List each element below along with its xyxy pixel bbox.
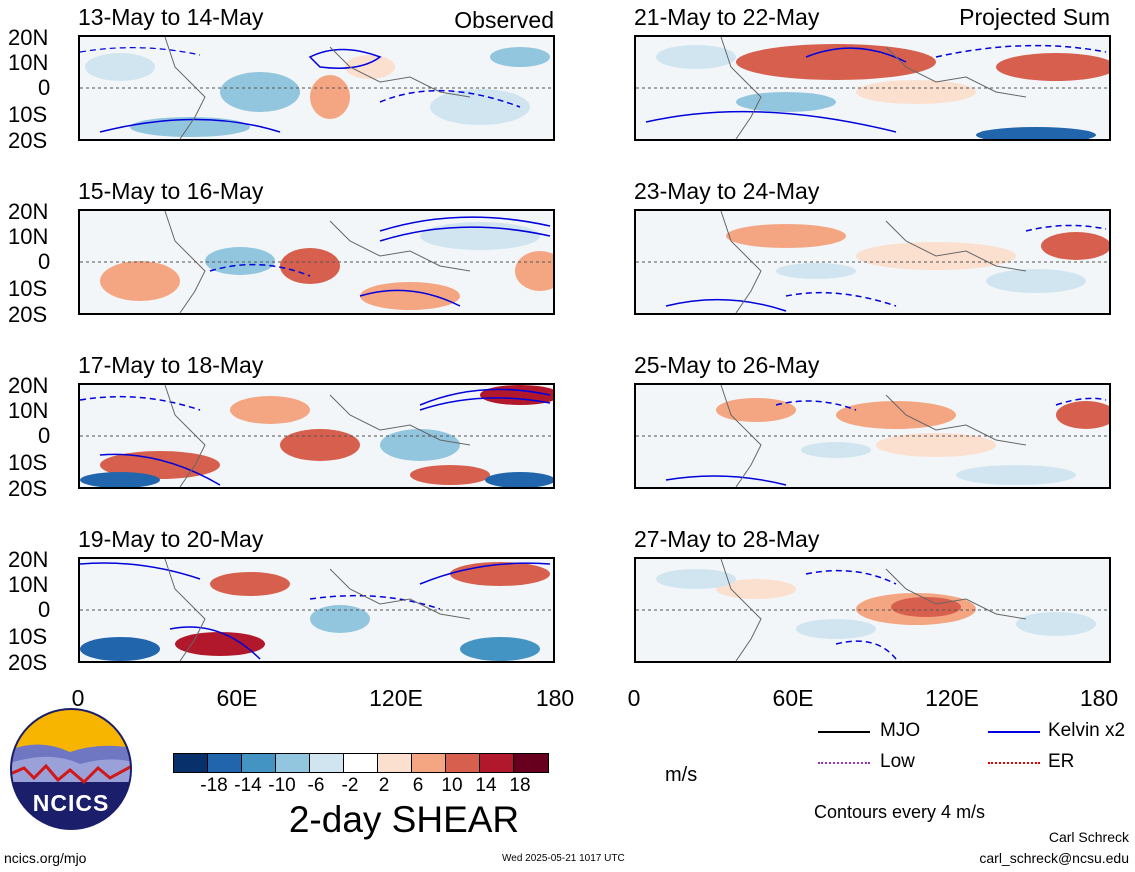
panel-title-right-2: 23-May to 24-May xyxy=(634,178,820,204)
lat-label: 10N xyxy=(8,50,49,75)
lat-label: 10N xyxy=(8,398,49,423)
lat-label: 20S xyxy=(8,128,48,153)
colorbar-swatch xyxy=(174,754,208,772)
legend-label-kelvin: Kelvin x2 xyxy=(1048,720,1126,741)
shear-field-right-2 xyxy=(636,211,1109,313)
map-panel-right-4 xyxy=(634,557,1111,663)
colorbar-swatch xyxy=(480,754,514,772)
footer-timestamp: Wed 2025-05-21 1017 UTC xyxy=(502,853,625,864)
panel-title-right-3: 25-May to 26-May xyxy=(634,352,820,378)
legend-label-er: ER xyxy=(1048,751,1075,772)
legend-swatch-mjo xyxy=(818,731,870,733)
lat-label: 10S xyxy=(8,624,48,649)
lat-label: 0 xyxy=(38,249,51,274)
panel-tag-observed: Observed xyxy=(454,7,554,33)
colorbar-tick: 14 xyxy=(475,775,497,796)
lon-label: 0 xyxy=(627,685,641,711)
legend-swatch-low xyxy=(818,762,870,764)
lat-label: 20N xyxy=(8,547,49,572)
shear-field-left-4 xyxy=(80,559,553,661)
lon-label: 180 xyxy=(1079,685,1119,711)
colorbar-tick: -18 xyxy=(200,775,228,796)
lon-label: 60E xyxy=(216,685,258,711)
ncics-logo: NCICS xyxy=(10,708,132,830)
colorbar-tick: -2 xyxy=(341,775,359,796)
map-panel-right-2 xyxy=(634,209,1111,315)
panel-title-right-1: 21-May to 22-May xyxy=(634,4,820,30)
map-panel-left-4 xyxy=(78,557,555,663)
map-panel-right-1 xyxy=(634,35,1111,141)
lon-label: 0 xyxy=(71,685,85,711)
lon-label: 60E xyxy=(772,685,814,711)
contour-note: Contours every 4 m/s xyxy=(814,802,986,822)
shear-field-left-2 xyxy=(80,211,553,313)
legend-label-mjo: MJO xyxy=(880,720,921,741)
lat-label: 0 xyxy=(38,597,51,622)
shear-field-right-3 xyxy=(636,385,1109,487)
colorbar-units: m/s xyxy=(665,764,698,786)
lat-label: 20N xyxy=(8,373,49,398)
colorbar-swatch xyxy=(276,754,310,772)
lat-label: 20S xyxy=(8,650,48,675)
colorbar-tick: 2 xyxy=(378,775,390,796)
shear-field-right-4 xyxy=(636,559,1109,661)
ncics-logo-graphic xyxy=(10,708,132,830)
legend-swatch-er xyxy=(988,762,1040,764)
colorbar-swatch xyxy=(446,754,480,772)
lon-label: 120E xyxy=(925,685,979,711)
lat-label: 10N xyxy=(8,572,49,597)
map-panel-right-3 xyxy=(634,383,1111,489)
shear-field-right-1 xyxy=(636,37,1109,139)
lat-label: 0 xyxy=(38,75,51,100)
footer-site: ncics.org/mjo xyxy=(4,850,87,866)
lat-label: 20N xyxy=(8,25,49,50)
panel-title-left-4: 19-May to 20-May xyxy=(78,526,264,552)
panel-title-right-4: 27-May to 28-May xyxy=(634,526,820,552)
lat-label: 10S xyxy=(8,276,48,301)
lat-label: 10S xyxy=(8,102,48,127)
lat-label: 20N xyxy=(8,199,49,224)
colorbar-swatch xyxy=(242,754,276,772)
colorbar-tick: 18 xyxy=(509,775,531,796)
legend-swatch-kelvin xyxy=(988,731,1040,733)
footer-author: Carl Schreck xyxy=(1048,829,1129,845)
lon-label: 120E xyxy=(369,685,423,711)
panel-title-left-3: 17-May to 18-May xyxy=(78,352,264,378)
panel-title-left-1: 13-May to 14-May xyxy=(78,4,264,30)
lat-label: 10S xyxy=(8,450,48,475)
colorbar-swatch xyxy=(514,754,548,772)
colorbar-tick: 6 xyxy=(412,775,424,796)
colorbar-swatch xyxy=(378,754,412,772)
colorbar-tick: -6 xyxy=(307,775,325,796)
lon-label: 180 xyxy=(535,685,575,711)
colorbar-tick: 10 xyxy=(441,775,463,796)
lat-label: 20S xyxy=(8,476,48,501)
colorbar-swatch xyxy=(310,754,344,772)
lat-label: 10N xyxy=(8,224,49,249)
legend-label-low: Low xyxy=(880,751,915,772)
lat-label: 0 xyxy=(38,423,51,448)
colorbar xyxy=(173,753,549,773)
colorbar-tick: -10 xyxy=(268,775,296,796)
panel-title-left-2: 15-May to 16-May xyxy=(78,178,264,204)
colorbar-title: 2-day SHEAR xyxy=(288,799,520,840)
footer-email: carl_schreck@ncsu.edu xyxy=(979,850,1129,866)
map-panel-left-2 xyxy=(78,209,555,315)
ncics-logo-text: NCICS xyxy=(32,790,110,816)
map-panel-left-1 xyxy=(78,35,555,141)
shear-field-left-3 xyxy=(80,385,553,487)
colorbar-swatch xyxy=(412,754,446,772)
colorbar-swatch xyxy=(344,754,378,772)
shear-field-left-1 xyxy=(80,37,553,139)
map-panel-left-3 xyxy=(78,383,555,489)
colorbar-swatch xyxy=(208,754,242,772)
lat-label: 20S xyxy=(8,302,48,327)
panel-tag-projected-sum: Projected Sum xyxy=(959,4,1110,30)
colorbar-tick: -14 xyxy=(234,775,262,796)
